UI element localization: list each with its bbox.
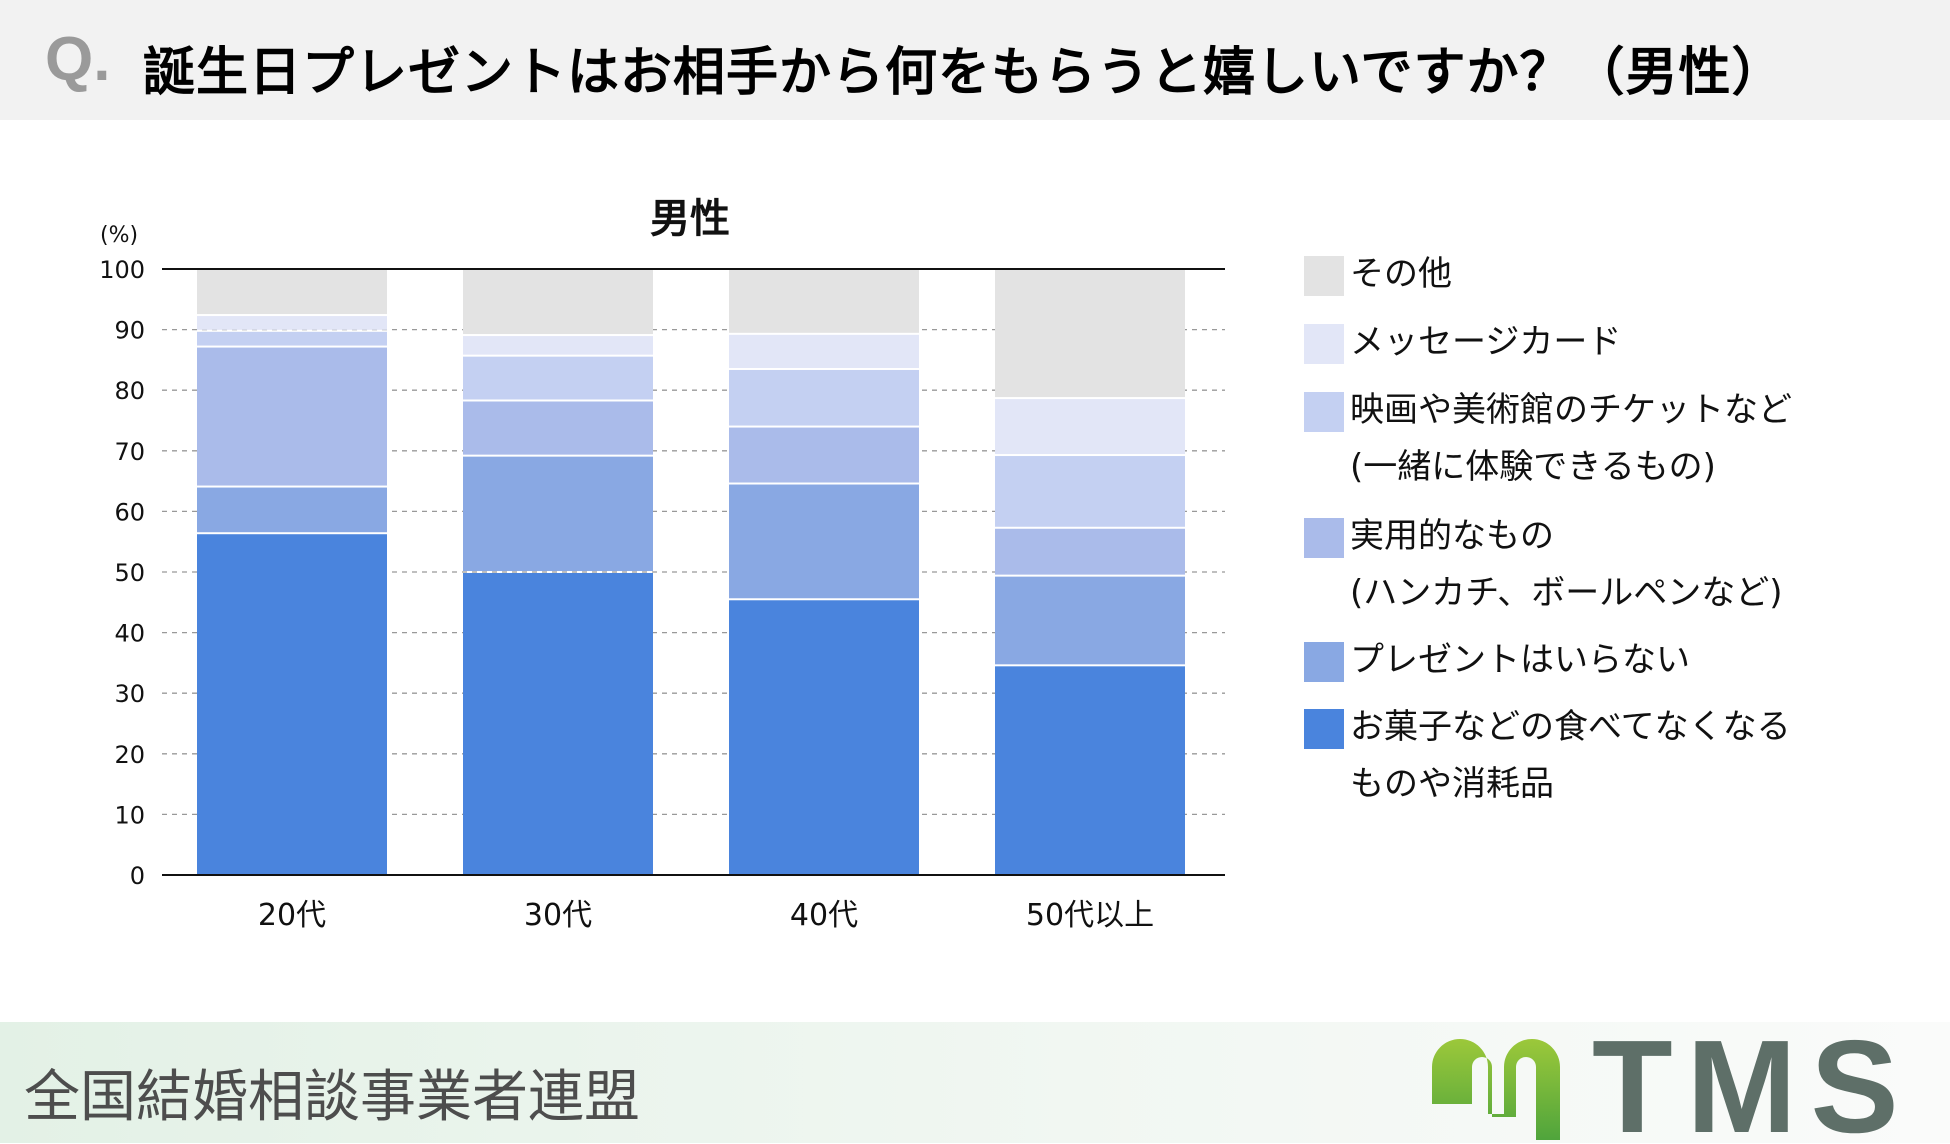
y-tick-label: 0: [130, 862, 145, 890]
bar-segment: [197, 347, 387, 486]
legend-label-line: プレゼントはいらない: [1350, 640, 1690, 680]
legend-label-line: 実用的なもの: [1350, 516, 1554, 556]
legend-item: 実用的なもの (ハンカチ、ボールペンなど): [1304, 514, 1783, 622]
y-tick-label: 30: [114, 680, 145, 708]
legend-label-line: ものや消耗品: [1350, 764, 1554, 804]
header-bar: Q. 誕生日プレゼントはお相手から何をもらうと嬉しいですか？（男性）: [0, 0, 1950, 120]
legend-label-line: その他: [1350, 254, 1452, 294]
organization-name: 全国結婚相談事業者連盟: [24, 1065, 640, 1130]
tms-logo: TMS: [1412, 1013, 1932, 1144]
legend-swatch: [1304, 392, 1344, 432]
legend-item: メッセージカード: [1304, 320, 1621, 371]
legend-item: お菓子などの食べてなくなる ものや消耗品: [1304, 705, 1791, 813]
y-tick-label: 50: [114, 559, 145, 587]
legend-label-line: お菓子などの食べてなくなる: [1350, 707, 1791, 747]
bar-segment: [463, 336, 653, 355]
bar-segment: [995, 576, 1185, 665]
y-tick-label: 20: [114, 741, 145, 769]
legend-item: その他: [1304, 252, 1452, 303]
bar-segment: [463, 356, 653, 400]
y-tick-label: 40: [114, 620, 145, 648]
legend-swatch: [1304, 324, 1344, 364]
bar-segment: [995, 666, 1185, 874]
question-mark-label: Q.: [45, 25, 111, 94]
legend-item: プレゼントはいらない: [1304, 638, 1690, 689]
page-title: 誕生日プレゼントはお相手から何をもらうと嬉しいですか？（男性）: [143, 43, 1785, 103]
bar-segment: [729, 484, 919, 599]
legend-label: メッセージカード: [1350, 314, 1621, 371]
bar-segment: [729, 600, 919, 874]
bar-segment: [729, 270, 919, 333]
y-axis-unit: (%): [100, 223, 139, 248]
bar-segment: [995, 456, 1185, 527]
bar-segment: [197, 316, 387, 330]
legend-label: プレゼントはいらない: [1350, 632, 1690, 689]
bar-segment: [463, 456, 653, 571]
bar-segment: [729, 369, 919, 426]
legend-swatch: [1304, 709, 1344, 749]
legend-label-line: (ハンカチ、ボールペンなど): [1350, 573, 1783, 613]
bar-segment: [995, 270, 1185, 398]
legend-swatch: [1304, 642, 1344, 682]
bar-segment: [463, 401, 653, 455]
bar-segment: [197, 534, 387, 874]
legend-label-line: (一緒に体験できるもの): [1350, 447, 1716, 487]
bar-segment: [729, 427, 919, 483]
logo-mark-icon: [1432, 1039, 1560, 1144]
y-tick-label: 80: [114, 377, 145, 405]
bar-segment: [197, 487, 387, 533]
x-tick-label: 20代: [258, 898, 326, 933]
bar-segment: [197, 270, 387, 315]
legend-label: 映画や美術館のチケットなど (一緒に体験できるもの): [1350, 382, 1792, 496]
bar-segment: [995, 399, 1185, 455]
y-tick-label: 10: [114, 801, 145, 829]
y-tick-label: 90: [114, 317, 145, 345]
legend-swatch: [1304, 518, 1344, 558]
legend-swatch: [1304, 256, 1344, 296]
legend-label: お菓子などの食べてなくなる ものや消耗品: [1350, 699, 1791, 813]
x-tick-label: 50代以上: [1026, 898, 1154, 933]
chart-title: 男性: [650, 196, 730, 242]
y-tick-label: 60: [114, 498, 145, 526]
legend-label-line: メッセージカード: [1350, 322, 1622, 362]
footer: 全国結婚相談事業者連盟 TMS: [0, 1013, 1950, 1144]
bar-segment: [197, 331, 387, 346]
x-tick-label: 40代: [790, 898, 858, 933]
legend-label-line: 映画や美術館のチケットなど: [1350, 390, 1792, 430]
y-tick-label: 70: [114, 438, 145, 466]
bar-segment: [995, 528, 1185, 575]
x-tick-label: 30代: [524, 898, 592, 933]
legend-item: 映画や美術館のチケットなど (一緒に体験できるもの): [1304, 388, 1792, 496]
y-tick-label: 100: [99, 256, 145, 284]
bar-segment: [729, 334, 919, 368]
legend-label: 実用的なもの (ハンカチ、ボールペンなど): [1350, 508, 1783, 622]
legend-label: その他: [1350, 246, 1452, 303]
bar-segment: [463, 573, 653, 874]
bar-segment: [463, 270, 653, 335]
logo-text: TMS: [1592, 1030, 1913, 1140]
